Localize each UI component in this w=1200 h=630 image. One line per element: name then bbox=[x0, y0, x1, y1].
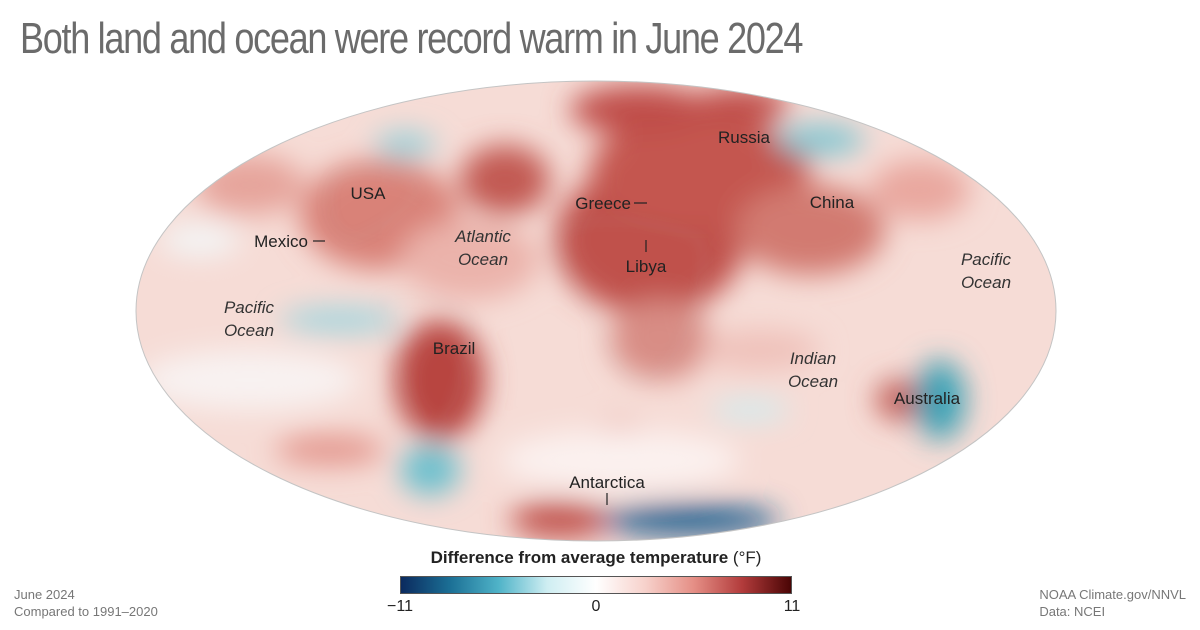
footer-baseline: Compared to 1991–2020 bbox=[14, 604, 158, 619]
label-indian-ocean-line2: Ocean bbox=[788, 372, 838, 391]
footer-source: Data: NCEI bbox=[1039, 604, 1106, 619]
label-usa: USA bbox=[351, 184, 387, 203]
page-title: Both land and ocean were record warm in … bbox=[20, 14, 803, 63]
label-pacific-ocean-east-line2: Ocean bbox=[961, 273, 1011, 292]
label-pacific-ocean-west-line1: Pacific bbox=[224, 298, 275, 317]
globe-outline bbox=[135, 80, 1057, 542]
label-greece: Greece bbox=[575, 194, 631, 213]
label-indian-ocean-line1: Indian bbox=[790, 349, 836, 368]
label-antarctica: Antarctica bbox=[569, 473, 645, 492]
label-china: China bbox=[810, 193, 855, 212]
label-libya: Libya bbox=[626, 257, 667, 276]
legend-tick-min: −11 bbox=[387, 598, 413, 615]
label-mexico: Mexico bbox=[254, 232, 308, 251]
label-atlantic-ocean-line2: Ocean bbox=[458, 250, 508, 269]
legend-title-text: Difference from average temperature bbox=[430, 548, 729, 567]
label-atlantic-ocean-line1: Atlantic bbox=[454, 227, 511, 246]
legend-unit: (°F) bbox=[728, 548, 762, 567]
footer-credit: NOAA Climate.gov/NNVL bbox=[1039, 587, 1186, 602]
footer-period: June 2024 bbox=[14, 587, 75, 602]
footer-right: NOAA Climate.gov/NNVL Data: NCEI bbox=[1039, 586, 1186, 620]
label-russia: Russia bbox=[718, 128, 771, 147]
footer-left: June 2024 Compared to 1991–2020 bbox=[14, 586, 158, 620]
legend-tick-mid: 0 bbox=[591, 598, 601, 615]
legend-tick-max: 11 bbox=[783, 598, 801, 615]
legend-color-bar bbox=[400, 576, 792, 594]
label-pacific-ocean-east-line1: Pacific bbox=[961, 250, 1012, 269]
label-australia: Australia bbox=[894, 389, 961, 408]
legend-title: Difference from average temperature (°F) bbox=[0, 548, 1192, 568]
anomaly-field bbox=[136, 81, 1056, 541]
label-brazil: Brazil bbox=[433, 339, 476, 358]
label-pacific-ocean-west-line2: Ocean bbox=[224, 321, 274, 340]
